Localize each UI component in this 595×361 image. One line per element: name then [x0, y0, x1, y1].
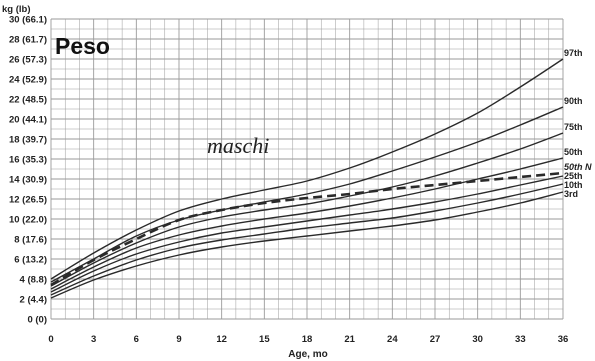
x-tick-label: 27	[430, 334, 441, 345]
chart-grid	[50, 18, 564, 320]
y-axis-ticks: 0 (0) 2 (4.4) 4 (8.8) 6 (13.2) 8 (17.6) 10 (2…	[9, 15, 47, 326]
x-tick-label: 6	[134, 334, 139, 345]
series-line	[50, 183, 564, 296]
y-tick-label: 14 (30.9)	[9, 175, 47, 186]
series-line	[50, 58, 564, 280]
chart-title: Peso	[55, 33, 110, 59]
y-tick-label: 10 (22.0)	[9, 215, 47, 226]
y-tick-label: 12 (26.5)	[9, 195, 47, 206]
series-label: 50th	[564, 147, 583, 157]
x-axis-ticks: 0 3 6 9 12 15 18 21 24 27 30 33 36	[48, 334, 568, 345]
series-line	[50, 106, 564, 283]
x-tick-label: 36	[558, 334, 569, 345]
y-tick-label: 20 (44.1)	[9, 115, 47, 126]
y-tick-label: 0 (0)	[27, 315, 47, 326]
series-label: 50th N	[564, 162, 592, 172]
x-tick-label: 18	[302, 334, 313, 345]
series-line	[50, 171, 564, 287]
x-tick-label: 30	[472, 334, 483, 345]
percentile-lines	[50, 58, 564, 299]
y-tick-label: 24 (52.9)	[9, 75, 47, 86]
x-tick-label: 0	[48, 334, 53, 345]
y-axis-label: kg (lb)	[2, 4, 31, 15]
x-tick-label: 3	[91, 334, 96, 345]
y-tick-label: 2 (4.4)	[20, 295, 47, 306]
series-label: 25th	[564, 171, 583, 181]
series-label: 97th	[564, 48, 583, 58]
y-tick-label: 30 (66.1)	[9, 15, 47, 26]
y-tick-label: 6 (13.2)	[14, 255, 47, 266]
x-tick-label: 12	[216, 334, 227, 345]
x-tick-label: 9	[176, 334, 181, 345]
y-tick-label: 4 (8.8)	[20, 275, 47, 286]
y-tick-label: 26 (57.3)	[9, 55, 47, 66]
y-tick-label: 22 (48.5)	[9, 95, 47, 106]
x-tick-label: 15	[259, 334, 270, 345]
series-label: 75th	[564, 122, 583, 132]
y-tick-label: 8 (17.6)	[14, 235, 47, 246]
x-tick-label: 24	[387, 334, 398, 345]
series-line	[50, 191, 564, 299]
x-axis-label: Age, mo	[288, 349, 327, 360]
series-label: 10th	[564, 180, 583, 190]
y-tick-label: 28 (61.7)	[9, 35, 47, 46]
series-label: 90th	[564, 96, 583, 106]
series-line	[50, 132, 564, 287]
y-tick-label: 16 (35.3)	[9, 155, 47, 166]
series-line	[50, 175, 564, 293]
series-line	[50, 157, 564, 290]
x-tick-label: 33	[515, 334, 526, 345]
x-tick-label: 21	[344, 334, 355, 345]
y-tick-label: 18 (39.7)	[9, 135, 47, 146]
chart-subtitle: maschi	[207, 133, 269, 158]
series-label: 3rd	[564, 189, 578, 199]
